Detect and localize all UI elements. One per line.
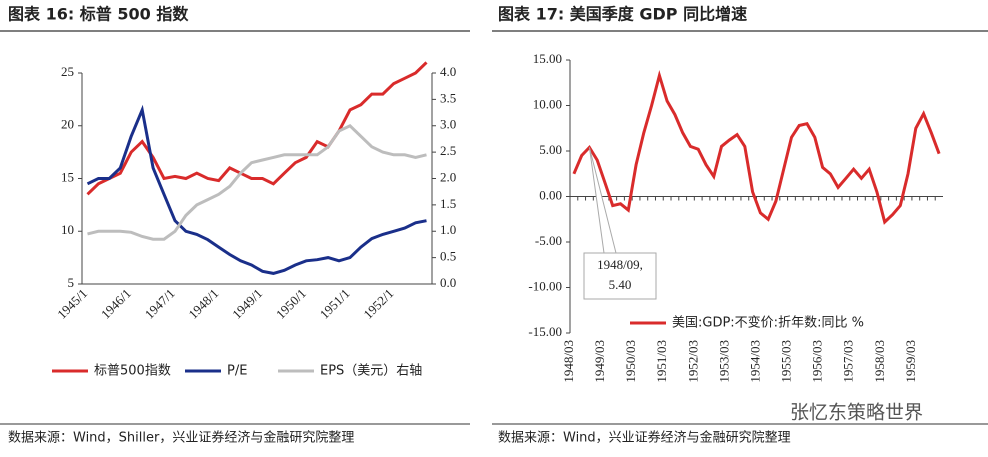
y2-tick-label: 1.5	[440, 196, 456, 211]
annotation: 1948/09,	[597, 257, 643, 272]
series-line	[572, 69, 941, 225]
x-tick-label: 1957/03	[841, 340, 856, 383]
x-tick-label: 1946/1	[98, 286, 134, 322]
x-tick-label: 1950/03	[623, 340, 638, 383]
y-tick-label: 5.00	[539, 142, 562, 157]
x-tick-label: 1945/1	[54, 286, 90, 322]
legend-label: 标普500指数	[94, 364, 171, 379]
source: 数据来源：Wind，Shiller，兴业证券经济与金融研究院整理	[8, 430, 354, 446]
x-tick-label: 1950/1	[273, 286, 309, 322]
x-tick-label: 1952/1	[360, 286, 396, 322]
x-tick-label: 1952/03	[685, 340, 700, 383]
x-tick-label: 1948/1	[185, 286, 221, 322]
x-tick-label: 1949/03	[592, 340, 607, 383]
x-tick-label: 1948/03	[561, 340, 576, 383]
watermark: 张忆东策略世界	[790, 402, 923, 424]
y-tick-label: -10.00	[528, 278, 562, 293]
y-tick-label: -15.00	[528, 324, 562, 339]
series-line	[87, 124, 427, 241]
y2-tick-label: 0.5	[440, 249, 456, 264]
x-tick-label: 1956/03	[810, 340, 825, 383]
chart-title: 图表 16: 标普 500 指数	[8, 5, 189, 24]
y-tick-label: 15	[61, 169, 74, 184]
y2-tick-label: 3.0	[440, 117, 456, 132]
y-tick-label: 0.00	[539, 187, 562, 202]
y-tick-label: 5	[68, 275, 75, 290]
y2-tick-label: 2.5	[440, 143, 456, 158]
y2-tick-label: 2.0	[440, 169, 456, 184]
x-tick-label: 1955/03	[779, 340, 794, 383]
y2-tick-label: 3.5	[440, 90, 456, 105]
x-tick-label: 1959/03	[903, 340, 918, 383]
x-tick-label: 1958/03	[872, 340, 887, 383]
x-tick-label: 1954/03	[747, 340, 762, 383]
callout-pointer	[588, 147, 617, 254]
series-line	[86, 61, 428, 196]
series-line	[86, 104, 427, 275]
legend-label: P/E	[227, 364, 247, 379]
y-tick-label: 25	[61, 64, 74, 79]
y-tick-label: 10	[61, 222, 74, 237]
y-tick-label: 10.00	[533, 96, 562, 111]
y-tick-label: -5.00	[535, 233, 562, 248]
legend-label: EPS（美元）右轴	[320, 364, 422, 379]
y-tick-label: 15.00	[533, 51, 562, 66]
annotation: 5.40	[609, 277, 632, 292]
callout-box	[583, 252, 657, 300]
x-tick-label: 1953/03	[716, 340, 731, 383]
legend-label: 美国:GDP:不变价:折年数:同比 %	[672, 315, 864, 331]
y-tick-label: 20	[61, 117, 74, 132]
y2-tick-label: 0.0	[440, 275, 456, 290]
x-tick-label: 1951/1	[317, 286, 353, 322]
chart-title: 图表 17: 美国季度 GDP 同比增速	[498, 5, 747, 24]
x-tick-label: 1947/1	[142, 286, 178, 322]
y2-tick-label: 1.0	[440, 222, 456, 237]
x-tick-label: 1949/1	[229, 286, 265, 322]
x-tick-label: 1951/03	[654, 340, 669, 383]
source: 数据来源：Wind，兴业证券经济与金融研究院整理	[498, 430, 791, 446]
y2-tick-label: 4.0	[440, 64, 456, 79]
